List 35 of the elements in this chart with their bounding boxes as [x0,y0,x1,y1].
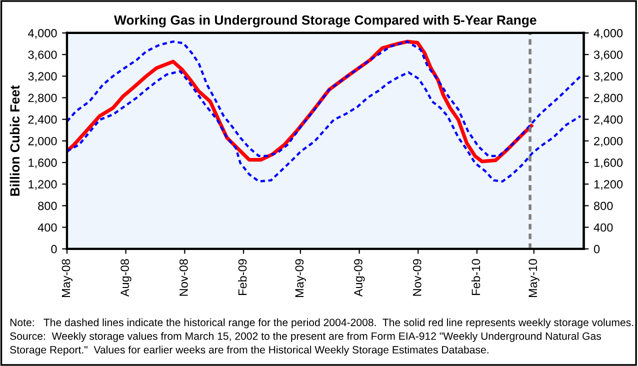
y2-tick-label: 2,800 [594,94,623,104]
y2-tick-label: 1,200 [594,180,623,190]
x-tick-label: Feb-10 [471,259,480,296]
y2-tick-label: 3,600 [594,50,623,60]
y-tick-label: 2,800 [28,94,57,104]
x-tick-label: Nov-08 [179,259,188,296]
y2-tick-label: 3,200 [594,72,623,82]
x-tick-label: Aug-09 [354,259,365,297]
x-tick-label: Nov-09 [412,259,422,296]
y-tick-label: 3,200 [28,72,57,82]
y-axis-title: Billion Cubic Feet [10,85,20,196]
y-tick-label: 1,600 [28,158,57,168]
y-tick-label: 400 [38,223,57,232]
y-tick-label: 3,600 [28,50,57,60]
x-tick-label: Aug-08 [120,259,132,297]
y2-tick-label: 2,000 [594,136,623,147]
chart-title: Working Gas in Underground Storage Compared with 5-Year Range [114,15,536,28]
y2-tick-label: 0 [594,244,600,254]
y2-tick-label: 4,000 [594,28,623,39]
y-tick-label: 2,000 [28,136,57,147]
x-tick-label: May-10 [528,259,540,297]
y2-tick-label: 2,400 [594,115,623,126]
y-tick-label: 4,000 [28,28,57,39]
y2-tick-label: 800 [594,202,613,210]
text: Note: The dashed lines indicate the historical range for the period 2004-2008. The solid red line represents weekly storage volumes. Source: Weekly storage values from March 15, 2002 to the present are from Form EIA-912 "Weekly Underground Natural Gas Storage Report." Values for earlier weeks are from the Historical Weekly Storage Estimates Database. [10,318,634,356]
x-tick-label: May-09 [295,259,306,297]
line-series [66,70,582,183]
y2-tick-label: 400 [594,223,613,232]
x-tick-label: Feb-09 [238,259,247,296]
x-tick-label: May-08 [62,259,72,297]
y-tick-label: 1,200 [28,180,57,190]
y-tick-label: 0 [51,244,57,254]
y2-tick-label: 1,600 [594,158,623,168]
y-tick-label: 800 [38,202,57,210]
y-tick-label: 2,400 [28,115,57,126]
